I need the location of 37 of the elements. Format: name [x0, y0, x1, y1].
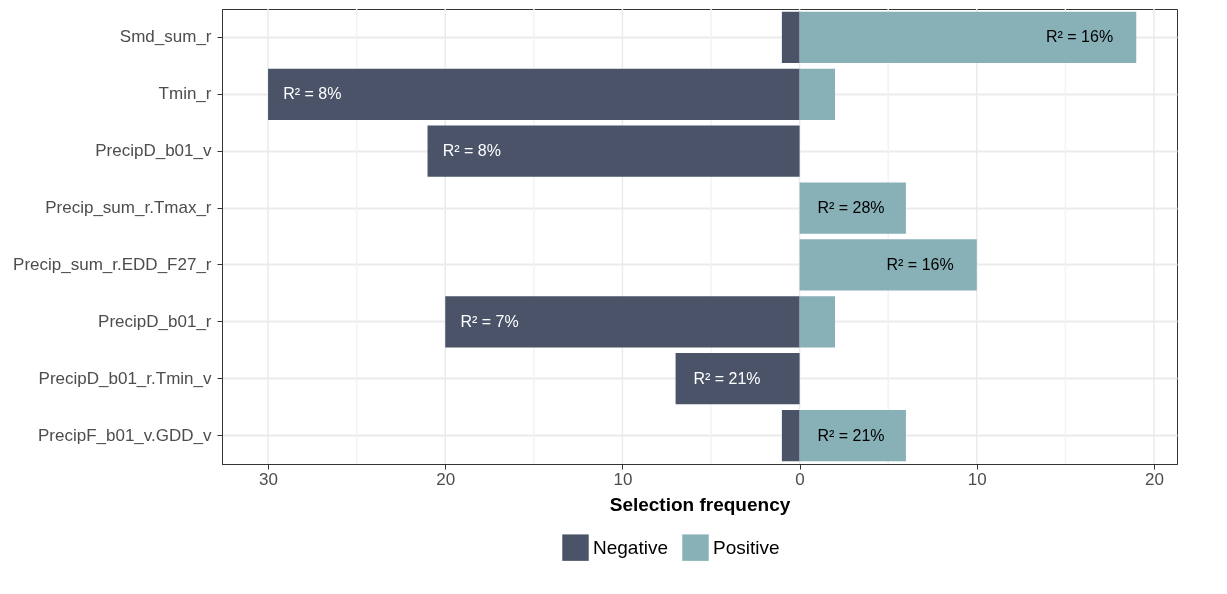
y-tick-label: Smd_sum_r: [119, 27, 212, 47]
legend-label: Positive: [713, 536, 780, 558]
x-tick-label: 30: [259, 469, 279, 489]
bar: [675, 353, 800, 405]
annotation: R² = 8%: [283, 85, 342, 103]
annotation: R² = 8%: [442, 142, 501, 160]
y-tick-label: PrecipD_b01_v: [95, 141, 212, 161]
x-tick-label: 20: [1145, 469, 1164, 489]
bar: [799, 296, 836, 348]
x-tick-label: 20: [436, 469, 456, 489]
bar: [799, 68, 836, 120]
annotation: R² = 7%: [460, 312, 519, 330]
annotation: R² = 28%: [817, 199, 885, 217]
bar: [799, 11, 1137, 64]
bar: [445, 296, 800, 348]
y-tick-label: PrecipD_b01_r.Tmin_v: [38, 368, 212, 388]
x-tick-label: 10: [967, 469, 987, 489]
legend-label: Negative: [593, 536, 668, 558]
y-tick-label: PrecipD_b01_r: [98, 311, 212, 331]
bar: [427, 125, 800, 177]
bar: [799, 409, 906, 462]
annotation: R² = 21%: [693, 369, 761, 387]
x-tick-label: 0: [795, 469, 805, 489]
annotation: R² = 16%: [1045, 28, 1114, 46]
bar: [799, 182, 906, 234]
x-tick-label: 10: [613, 469, 633, 489]
bar: [268, 68, 800, 120]
bar: [781, 11, 800, 64]
annotation: R² = 16%: [886, 255, 954, 273]
x-axis-title: Selection frequency: [609, 493, 791, 515]
y-tick-label: Precip_sum_r.Tmax_r: [45, 198, 212, 218]
annotation: R² = 21%: [817, 426, 885, 444]
y-tick-label: Tmin_r: [158, 84, 212, 104]
y-tick-label: PrecipF_b01_v.GDD_v: [37, 425, 212, 445]
y-tick-label: Precip_sum_r.EDD_F27_r: [13, 254, 212, 274]
bar: [781, 409, 800, 462]
bar: [799, 239, 977, 291]
